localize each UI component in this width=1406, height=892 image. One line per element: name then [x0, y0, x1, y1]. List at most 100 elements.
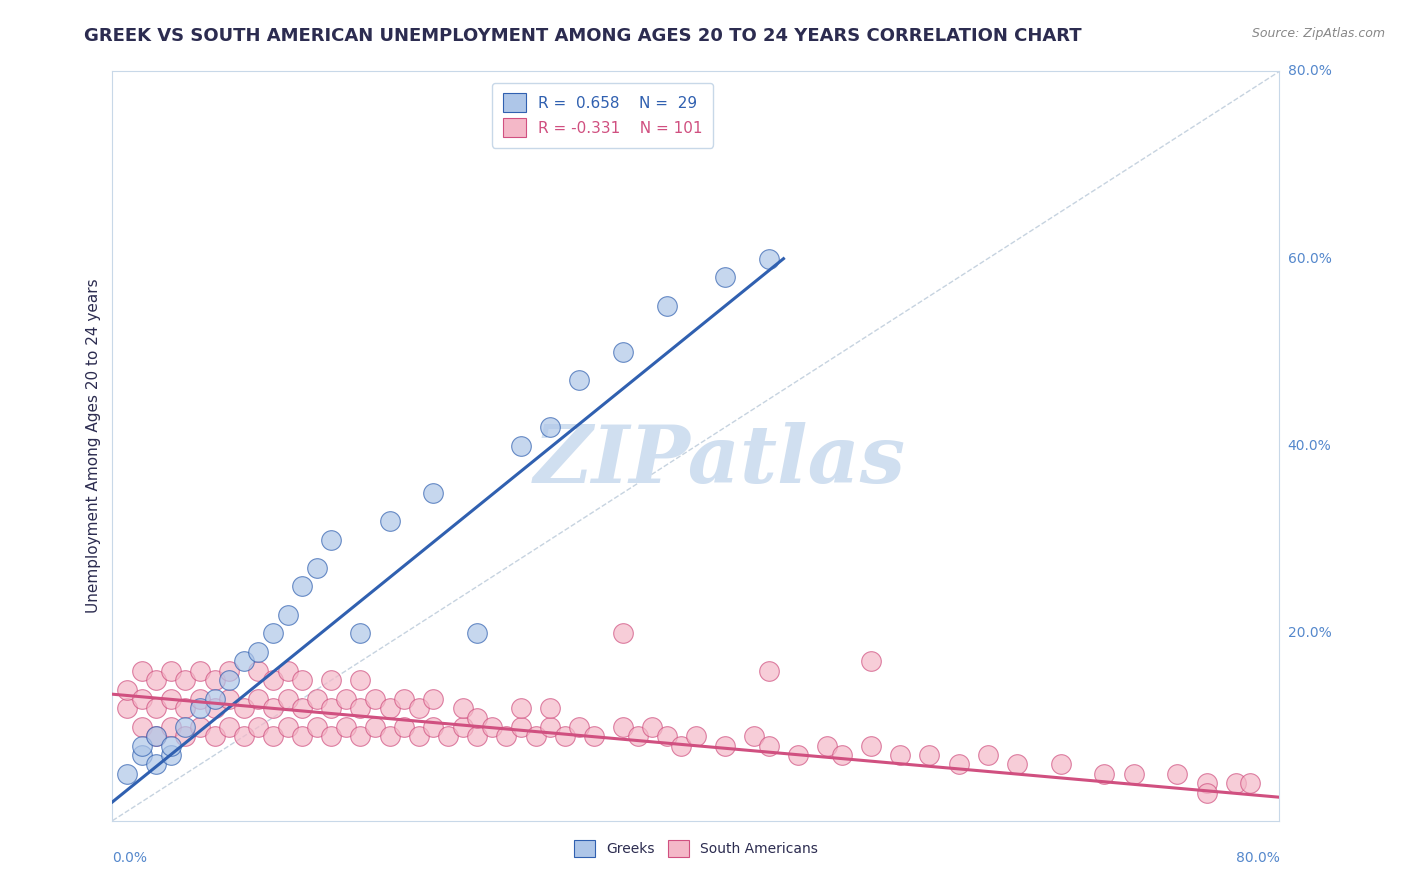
Point [1195, 786, 1218, 800]
Text: ZIPatlas: ZIPatlas [533, 422, 905, 500]
Point [1239, 776, 1261, 790]
Point [145, 701, 167, 715]
Point [247, 645, 270, 659]
Point [451, 701, 474, 715]
Point [860, 739, 883, 753]
Y-axis label: Unemployment Among Ages 20 to 24 years: Unemployment Among Ages 20 to 24 years [86, 278, 101, 614]
Point [131, 747, 153, 762]
Point [641, 720, 664, 734]
Point [538, 701, 561, 715]
Point [481, 720, 503, 734]
Point [742, 730, 765, 744]
Point [276, 664, 298, 678]
Point [232, 730, 254, 744]
Point [262, 730, 284, 744]
Point [115, 767, 138, 781]
Point [1195, 776, 1218, 790]
Point [758, 252, 780, 266]
Point [437, 730, 460, 744]
Point [321, 701, 343, 715]
Point [349, 673, 371, 688]
Point [188, 664, 211, 678]
Point [276, 607, 298, 622]
Point [305, 561, 328, 575]
Point [276, 692, 298, 706]
Point [582, 730, 605, 744]
Point [188, 701, 211, 715]
Point [627, 730, 650, 744]
Point [1166, 767, 1188, 781]
Point [305, 720, 328, 734]
Point [1094, 767, 1116, 781]
Point [305, 692, 328, 706]
Point [131, 720, 153, 734]
Text: 20.0%: 20.0% [1288, 626, 1331, 640]
Point [262, 673, 284, 688]
Point [115, 682, 138, 697]
Point [538, 420, 561, 434]
Point [160, 692, 183, 706]
Point [160, 664, 183, 678]
Point [188, 720, 211, 734]
Point [364, 720, 387, 734]
Point [860, 655, 883, 669]
Point [131, 692, 153, 706]
Point [247, 664, 270, 678]
Point [554, 730, 576, 744]
Text: GREEK VS SOUTH AMERICAN UNEMPLOYMENT AMONG AGES 20 TO 24 YEARS CORRELATION CHART: GREEK VS SOUTH AMERICAN UNEMPLOYMENT AMO… [84, 27, 1083, 45]
Point [262, 626, 284, 640]
Point [1225, 776, 1247, 790]
Point [422, 692, 444, 706]
Point [378, 514, 401, 528]
Point [758, 739, 780, 753]
Text: Source: ZipAtlas.com: Source: ZipAtlas.com [1251, 27, 1385, 40]
Point [131, 664, 153, 678]
Point [291, 730, 314, 744]
Point [364, 692, 387, 706]
Point [291, 673, 314, 688]
Text: 0.0%: 0.0% [112, 851, 148, 865]
Legend: Greeks, South Americans: Greeks, South Americans [568, 834, 824, 863]
Point [422, 486, 444, 500]
Point [408, 730, 430, 744]
Point [247, 720, 270, 734]
Point [145, 730, 167, 744]
Point [758, 664, 780, 678]
Point [349, 626, 371, 640]
Point [321, 533, 343, 547]
Point [160, 747, 183, 762]
Point [465, 730, 488, 744]
Point [1049, 757, 1071, 772]
Point [174, 730, 197, 744]
Point [378, 701, 401, 715]
Point [509, 701, 531, 715]
Point [204, 701, 226, 715]
Point [976, 747, 998, 762]
Point [509, 720, 531, 734]
Point [465, 626, 488, 640]
Point [509, 439, 531, 453]
Point [568, 720, 591, 734]
Point [831, 747, 853, 762]
Point [321, 673, 343, 688]
Point [145, 673, 167, 688]
Text: 60.0%: 60.0% [1288, 252, 1331, 266]
Point [262, 701, 284, 715]
Point [291, 580, 314, 594]
Point [612, 626, 634, 640]
Point [218, 664, 240, 678]
Point [1005, 757, 1028, 772]
Point [218, 673, 240, 688]
Point [131, 739, 153, 753]
Point [918, 747, 941, 762]
Point [422, 720, 444, 734]
Point [495, 730, 517, 744]
Point [685, 730, 707, 744]
Point [349, 730, 371, 744]
Point [115, 701, 138, 715]
Point [232, 655, 254, 669]
Point [948, 757, 970, 772]
Point [335, 720, 357, 734]
Point [394, 720, 416, 734]
Point [291, 701, 314, 715]
